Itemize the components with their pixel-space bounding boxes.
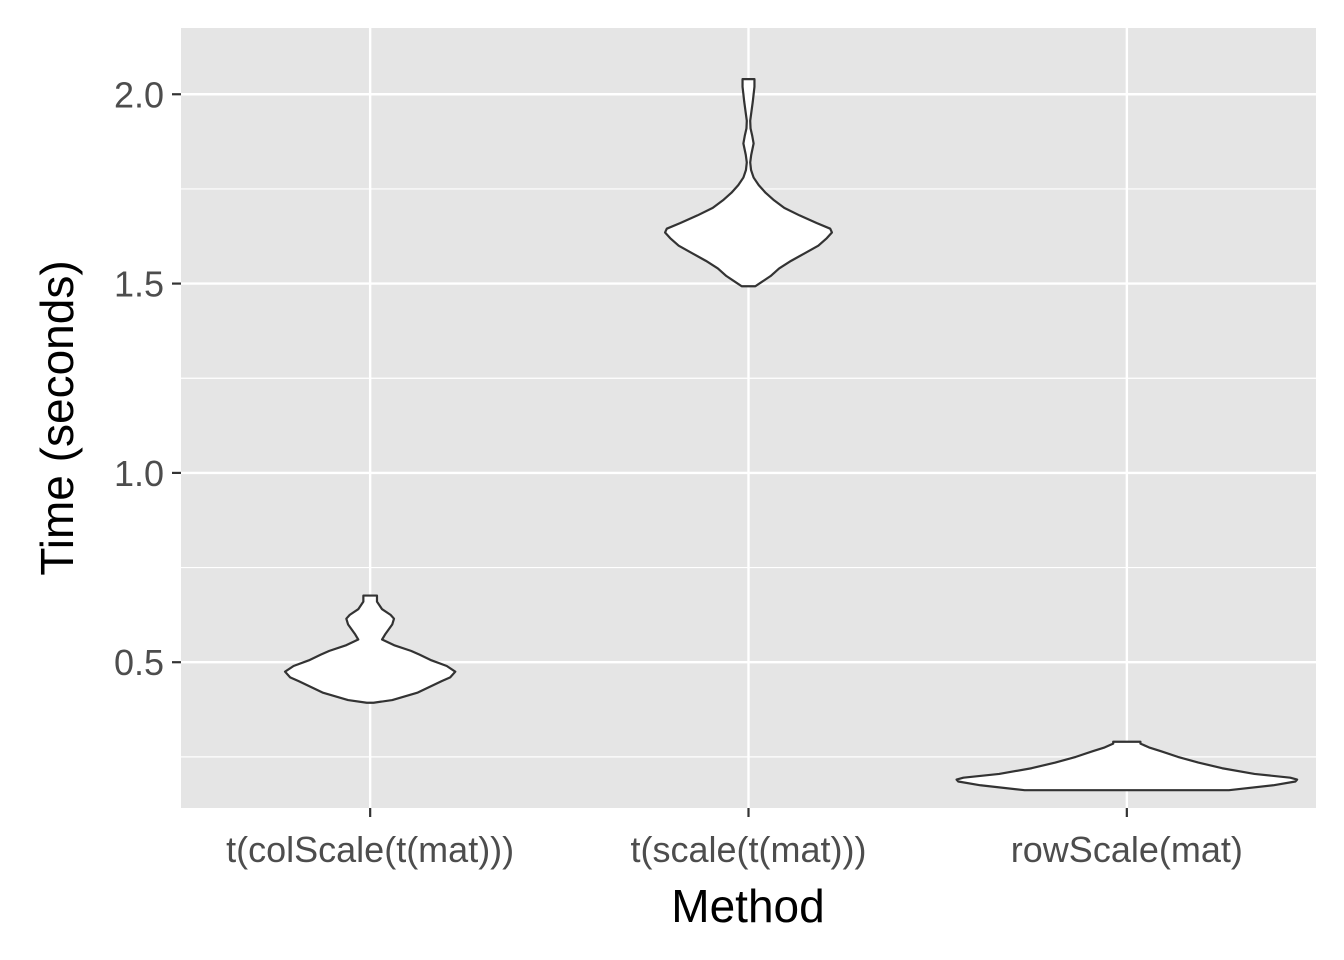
violin-3 (955, 740, 1299, 792)
x-axis-title: Method (671, 880, 824, 932)
y-tick-label: 0.5 (114, 642, 164, 683)
y-axis: 0.5 1.0 1.5 2.0 (114, 74, 181, 683)
major-gridlines (181, 28, 1316, 808)
y-axis-title: Time (seconds) (31, 260, 83, 575)
y-tick-label: 1.0 (114, 453, 164, 494)
violin-group (283, 78, 1299, 792)
violin-1 (283, 594, 457, 704)
violin-2 (663, 78, 834, 288)
y-tick-label: 2.0 (114, 74, 164, 115)
x-tick-label: t(scale(t(mat))) (631, 829, 867, 870)
x-tick-label: rowScale(mat) (1011, 829, 1243, 870)
y-tick-label: 1.5 (114, 264, 164, 305)
x-axis: t(colScale(t(mat))) t(scale(t(mat))) rowSc… (226, 808, 1243, 870)
x-tick-label: t(colScale(t(mat))) (226, 829, 514, 870)
